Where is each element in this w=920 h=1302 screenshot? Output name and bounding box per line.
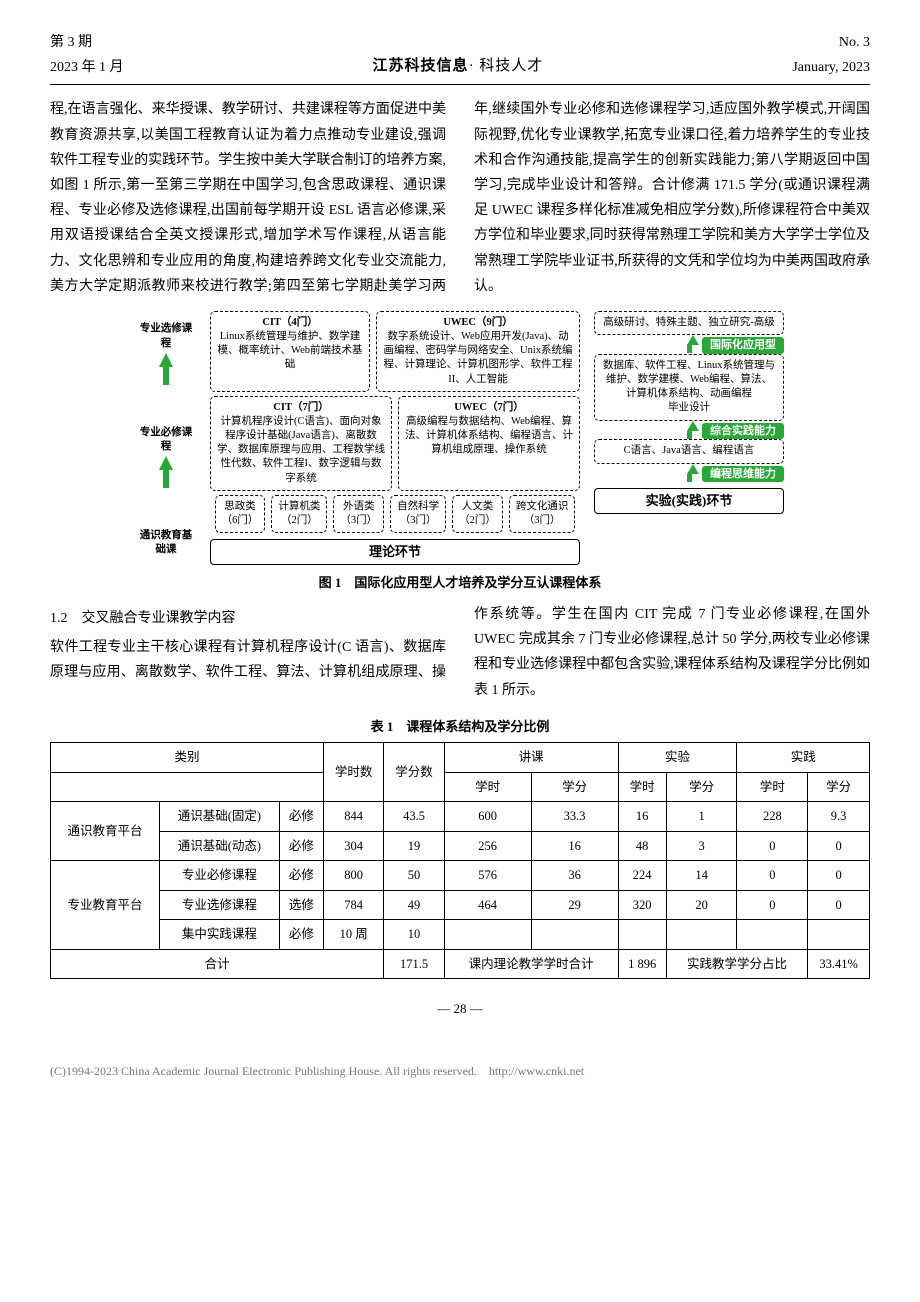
header-right: No. 3 January, 2023 — [792, 30, 870, 80]
figure-right-column: 高级研讨、特殊主题、独立研究-高级 国际化应用型 数据库、软件工程、Linux系… — [594, 311, 784, 565]
right-box-1: 高级研讨、特殊主题、独立研究-高级 — [594, 311, 784, 335]
figure-1-caption: 图 1 国际化应用型人才培养及学分互认课程体系 — [50, 571, 870, 594]
ge-box-3: 自然科学（3门） — [390, 495, 446, 533]
footer: (C)1994-2023 China Academic Journal Elec… — [50, 1061, 870, 1083]
table-row: 专业选修课程 选修 784 49 464 29 320 20 0 0 — [51, 890, 870, 920]
up-arrow-icon — [687, 464, 699, 474]
table-header-row-2: 学时 学分 学时 学分 学时 学分 — [51, 772, 870, 802]
box-text: 计算机程序设计(C语言)、面向对象程序设计基础(Java语言)、离散数学、数据库… — [217, 416, 385, 484]
th-lab: 实验 — [618, 743, 737, 773]
header-center: 江苏科技信息· 科技人才 — [373, 53, 544, 80]
th-category: 类别 — [51, 743, 324, 773]
badge-practice: 综合实践能力 — [702, 423, 784, 440]
badge-thinking: 编程思维能力 — [702, 466, 784, 483]
practice-val: 33.41% — [808, 949, 870, 979]
left-label-2: 专业必修课程 — [136, 426, 196, 454]
theory-label: 课内理论教学学时合计 — [444, 949, 618, 979]
table-row: 集中实践课程 必修 10 周 10 — [51, 920, 870, 950]
th-hours: 学时数 — [323, 743, 383, 802]
ge-box-4: 人文类（2门） — [452, 495, 503, 533]
theory-band: 理论环节 — [210, 539, 580, 565]
figure-left-labels: 专业选修课程 专业必修课程 通识教育基础课 — [136, 311, 196, 565]
box-text: Linux系统管理与维护、数学建模、概率统计、Web前端技术基础 — [218, 331, 363, 370]
right-box-2: 数据库、软件工程、Linux系统管理与维护、数学建模、Web编程、算法、计算机体… — [594, 354, 784, 421]
footer-text: (C)1994-2023 China Academic Journal Elec… — [50, 1064, 477, 1078]
box-text: 高级编程与数据结构、Web编程、算法、计算机体系结构、编程语言、计算机组成原理、… — [405, 416, 573, 455]
issue-en: No. 3 — [792, 30, 870, 55]
table-total-row: 合计 171.5 课内理论教学学时合计 1 896 实践教学学分占比 33.41… — [51, 949, 870, 979]
badge-intl: 国际化应用型 — [702, 337, 784, 354]
date-en: January, 2023 — [792, 55, 870, 80]
up-arrow-icon — [159, 456, 173, 470]
th-credits: 学分数 — [384, 743, 444, 802]
th-lecture: 讲课 — [444, 743, 618, 773]
table-header-row-1: 类别 学时数 学分数 讲课 实验 实践 — [51, 743, 870, 773]
issue-cn: 第 3 期 — [50, 30, 124, 55]
table-row: 通识基础(动态) 必修 304 19 256 16 48 3 0 0 — [51, 831, 870, 861]
figure-1: 专业选修课程 专业必修课程 通识教育基础课 CIT（4门） Linux系统管理与… — [50, 311, 870, 594]
body-paragraph-1: 程,在语言强化、来华授课、教学研讨、共建课程等方面促进中美教育资源共享,以美国工… — [50, 97, 870, 299]
table-row: 专业教育平台 专业必修课程 必修 800 50 576 36 224 14 0 … — [51, 861, 870, 891]
box-title: CIT（7门） — [273, 402, 328, 413]
mid-box-cit7: CIT（7门） 计算机程序设计(C语言)、面向对象程序设计基础(Java语言)、… — [210, 396, 392, 491]
group1-label: 通识教育平台 — [51, 802, 160, 861]
box-text: 数字系统设计、Web应用开发(Java)、动画编程、密码学与网络安全、Unix系… — [384, 331, 573, 385]
ge-box-1: 计算机类（2门） — [271, 495, 327, 533]
page-header: 第 3 期 2023 年 1 月 江苏科技信息· 科技人才 No. 3 Janu… — [50, 30, 870, 85]
table-1-caption: 表 1 课程体系结构及学分比例 — [50, 715, 870, 738]
journal-name: 江苏科技信息 — [373, 58, 469, 74]
up-arrow-icon — [159, 353, 173, 367]
mid-row3: 思政类（6门） 计算机类（2门） 外语类（3门） 自然科学（3门） 人文类（2门… — [210, 495, 580, 533]
table-1: 类别 学时数 学分数 讲课 实验 实践 学时 学分 学时 学分 学时 学分 通识… — [50, 742, 870, 979]
mid-box-uwec9: UWEC（9门） 数字系统设计、Web应用开发(Java)、动画编程、密码学与网… — [376, 311, 580, 392]
section-1-2-block: 1.2 交叉融合专业课教学内容 软件工程专业主干核心课程有计算机程序设计(C 语… — [50, 602, 870, 703]
up-arrow-icon — [687, 421, 699, 431]
journal-section: · 科技人才 — [469, 58, 544, 74]
left-label-1: 专业选修课程 — [136, 322, 196, 350]
theory-val: 1 896 — [618, 949, 666, 979]
total-label: 合计 — [51, 949, 384, 979]
section-1-2-title: 1.2 交叉融合专业课教学内容 — [50, 606, 446, 631]
mid-box-uwec7: UWEC（7门） 高级编程与数据结构、Web编程、算法、计算机体系结构、编程语言… — [398, 396, 580, 491]
ge-box-0: 思政类（6门） — [215, 495, 266, 533]
left-label-3: 通识教育基础课 — [136, 529, 196, 557]
total-credits: 171.5 — [384, 949, 444, 979]
up-arrow-icon — [687, 335, 699, 345]
box-title: UWEC（7门） — [454, 402, 523, 413]
header-left: 第 3 期 2023 年 1 月 — [50, 30, 124, 80]
practice-label: 实践教学学分占比 — [666, 949, 807, 979]
ge-box-5: 跨文化通识（3门） — [509, 495, 576, 533]
box-title: UWEC（9门） — [443, 317, 512, 328]
page-number: — 28 — — [50, 997, 870, 1020]
th-practice: 实践 — [737, 743, 870, 773]
right-box-3: C语言、Java语言、编程语言 — [594, 439, 784, 463]
date-cn: 2023 年 1 月 — [50, 55, 124, 80]
mid-box-cit4: CIT（4门） Linux系统管理与维护、数学建模、概率统计、Web前端技术基础 — [210, 311, 370, 392]
para1-text: 程,在语言强化、来华授课、教学研讨、共建课程等方面促进中美教育资源共享,以美国工… — [50, 97, 870, 299]
footer-link[interactable]: http://www.cnki.net — [489, 1064, 584, 1078]
table-row: 通识教育平台 通识基础(固定) 必修 844 43.5 600 33.3 16 … — [51, 802, 870, 832]
ge-box-2: 外语类（3门） — [333, 495, 384, 533]
group2-label: 专业教育平台 — [51, 861, 160, 950]
box-title: CIT（4门） — [262, 317, 317, 328]
figure-middle-column: CIT（4门） Linux系统管理与维护、数学建模、概率统计、Web前端技术基础… — [210, 311, 580, 565]
experiment-band: 实验(实践)环节 — [594, 488, 784, 514]
